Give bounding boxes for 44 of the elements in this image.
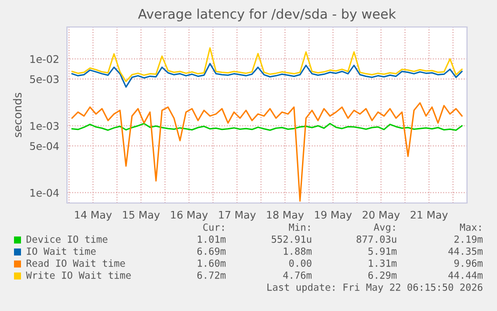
line-series — [71, 102, 463, 202]
line-series — [71, 62, 463, 88]
text: Max: — [460, 224, 481, 231]
text: 1.88m — [284, 247, 312, 255]
y-tick-label: 5e-03 — [30, 75, 59, 84]
line-series — [71, 47, 463, 82]
legend-label: Write IO Wait time — [26, 271, 131, 279]
y-tick-label: 5e-04 — [30, 142, 59, 150]
text: 1.31m — [368, 259, 397, 267]
y-tick-label: 1e-03 — [30, 122, 59, 130]
x-tick-label: 19 May — [315, 210, 352, 221]
legend-label: IO Wait time — [26, 247, 96, 255]
y-tick-label: 1e-04 — [30, 188, 59, 197]
text: Min: — [288, 223, 310, 231]
text: 0.00 — [289, 259, 312, 267]
text: 1.01m — [198, 235, 226, 243]
legend-label: Read IO Wait time — [26, 259, 125, 267]
text: 44.35m — [448, 247, 483, 255]
x-tick-label: 16 May — [171, 210, 208, 221]
text: 2.19m — [454, 235, 483, 243]
y-tick-label: 1e-02 — [30, 55, 58, 64]
text: Avg: — [374, 224, 395, 233]
text: 877.03u — [356, 235, 396, 243]
text: 6.29m — [368, 271, 397, 279]
text: 44.44m — [448, 272, 483, 279]
x-tick-label: 14 May — [75, 210, 112, 221]
text: 6.69m — [197, 247, 226, 255]
text: 6.72m — [197, 271, 226, 279]
x-tick-label: 17 May — [219, 210, 256, 221]
text: 9.96m — [454, 259, 483, 267]
x-tick-label: 20 May — [362, 210, 400, 221]
line-series — [71, 122, 463, 131]
text: 552.91u — [272, 235, 312, 243]
text: 4.76m — [283, 271, 312, 279]
x-tick-label: 15 May — [123, 210, 160, 221]
text: 5.91m — [368, 247, 397, 255]
y-axis-title: seconds — [13, 92, 22, 138]
x-tick-label: 21 May — [410, 210, 448, 221]
x-tick-label: 18 May — [267, 210, 304, 221]
legend-label: Device IO time — [26, 235, 108, 243]
text: 1.60m — [198, 259, 226, 267]
text: Last update: Fri May 22 06:15:50 2026 — [267, 283, 482, 293]
text: Cur: — [203, 223, 224, 231]
chart-title: Average latency for /dev/sda - by week — [138, 8, 396, 22]
